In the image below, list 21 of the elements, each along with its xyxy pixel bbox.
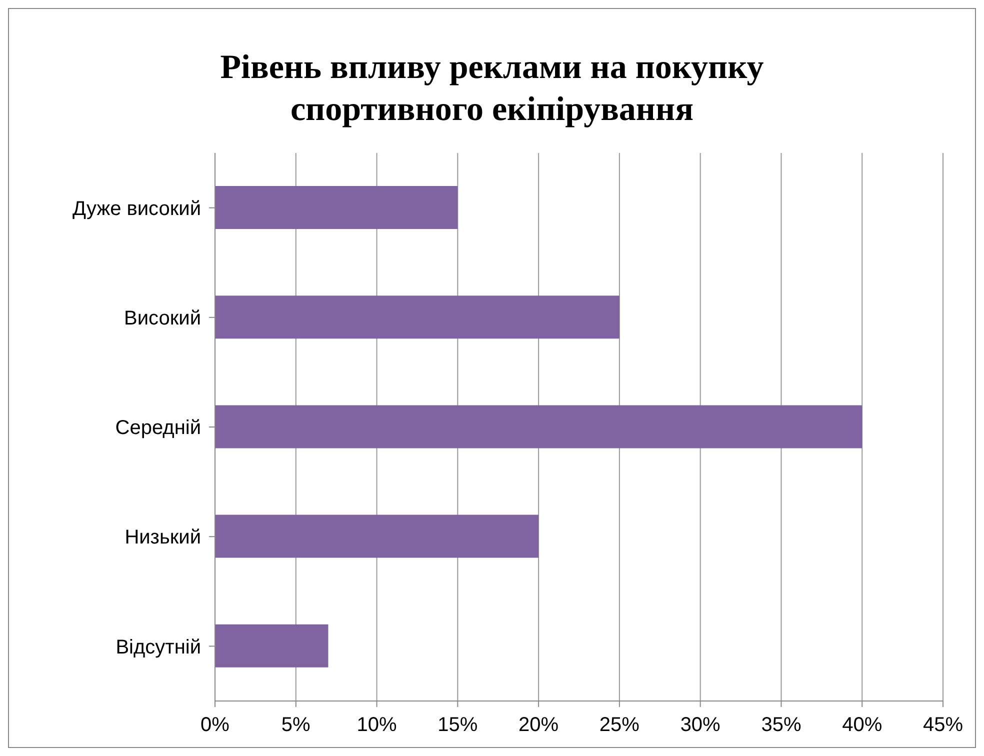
- bar: [215, 624, 328, 668]
- bar: [215, 186, 458, 229]
- bar: [215, 514, 539, 558]
- x-tick-label: 5%: [281, 714, 311, 736]
- y-tick-label: Відсутній: [116, 636, 201, 658]
- x-tick-label: 20%: [518, 714, 559, 736]
- chart-title: Рівень впливу реклами на покупку спортивного екіпірування: [219, 48, 765, 130]
- x-tick-label: 35%: [761, 714, 802, 736]
- y-tick-label: Дуже високий: [72, 198, 201, 220]
- x-tick-label: 25%: [599, 714, 640, 736]
- y-tick-label: Низький: [124, 526, 201, 549]
- x-tick-label: 0%: [200, 714, 230, 736]
- x-tick-label: 15%: [438, 714, 478, 736]
- x-tick-label: 10%: [356, 714, 398, 736]
- y-tick-label: Середній: [115, 417, 201, 440]
- bar: [215, 405, 862, 448]
- x-tick-label: 40%: [842, 714, 882, 736]
- bar: [215, 296, 620, 339]
- x-tick-label: 45%: [922, 714, 964, 736]
- x-tick-label: 30%: [680, 714, 721, 736]
- y-tick-label: Високий: [124, 308, 201, 330]
